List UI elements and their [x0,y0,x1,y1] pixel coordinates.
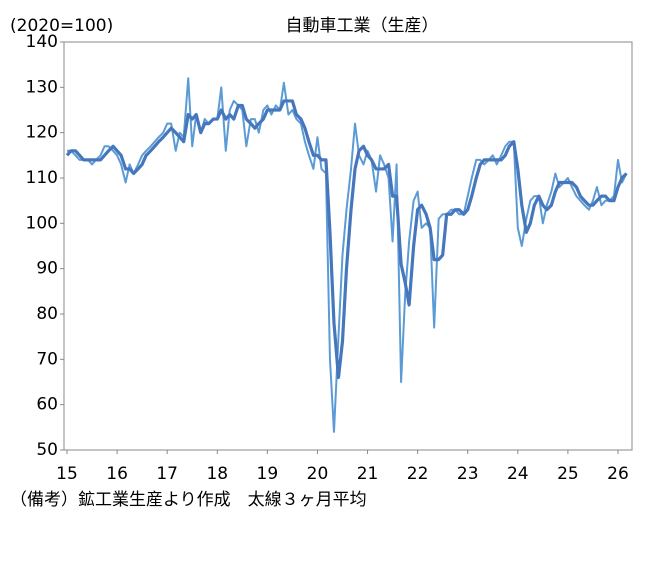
y-axis-unit: (2020=100) [10,16,113,36]
x-tick-label: 22 [407,464,429,484]
x-tick-label: 23 [457,464,479,484]
y-tick-label: 80 [36,304,58,324]
x-tick-label: 18 [206,464,228,484]
y-tick-label: 100 [26,213,58,233]
data-line [65,99,628,380]
note: （備考）鉱工業生産より作成 太線３ヶ月平均 [10,490,367,510]
y-tick-label: 120 [26,123,58,143]
y-tick-label: 130 [26,77,58,97]
x-tick-label: 21 [357,464,379,484]
chart-title: 自動車工業（生産） [286,16,439,36]
x-tick-label: 25 [557,464,579,484]
y-tick-label: 70 [36,349,58,369]
x-tick-label: 24 [507,464,529,484]
y-tick-label: 50 [36,440,58,460]
x-tick-label: 19 [257,464,279,484]
x-tick-label: 26 [607,464,629,484]
data-line [67,77,628,433]
y-tick-label: 110 [26,168,58,188]
plot-frame [63,41,633,451]
y-tick-label: 60 [36,395,58,415]
x-tick-label: 17 [156,464,178,484]
y-tick-label: 140 [26,32,58,52]
x-tick-label: 15 [56,464,78,484]
x-tick-label: 20 [307,464,329,484]
x-tick-label: 16 [106,464,128,484]
y-tick-label: 90 [36,259,58,279]
